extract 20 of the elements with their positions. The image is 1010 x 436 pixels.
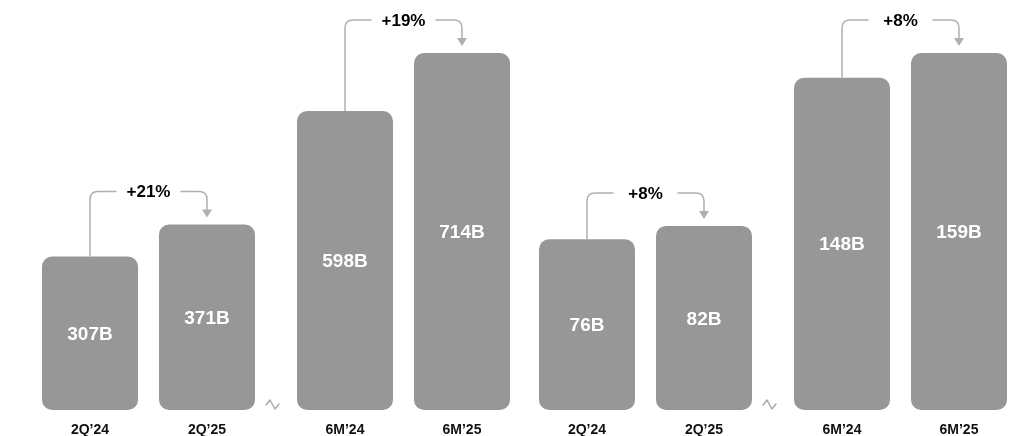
annotation: +8%: [628, 183, 663, 203]
x-tick-label: 2Q’24: [567, 420, 607, 436]
data-label: 82B: [686, 307, 722, 329]
data-label: 371B: [184, 306, 230, 328]
data-label: 76B: [569, 314, 605, 336]
data-label: 148B: [819, 233, 865, 255]
x-tick-label: 6M’25: [442, 420, 482, 436]
x-tick-label: 2Q’24: [70, 420, 110, 436]
x-tick-label: 2Q’25: [684, 420, 724, 436]
x-tick-label: 6M’24: [822, 420, 862, 436]
data-label: 598B: [322, 250, 368, 272]
annotation: +21%: [126, 182, 171, 202]
data-label: 714B: [439, 221, 485, 243]
text: +19%: [381, 10, 426, 30]
x-tick-label: 6M’24: [325, 420, 365, 436]
x-tick-label: 2Q’25: [187, 420, 227, 436]
data-label: 307B: [67, 322, 113, 344]
data-label: 159B: [936, 221, 982, 243]
x-tick-label: 6M’25: [939, 420, 979, 436]
text: +8%: [883, 10, 918, 30]
